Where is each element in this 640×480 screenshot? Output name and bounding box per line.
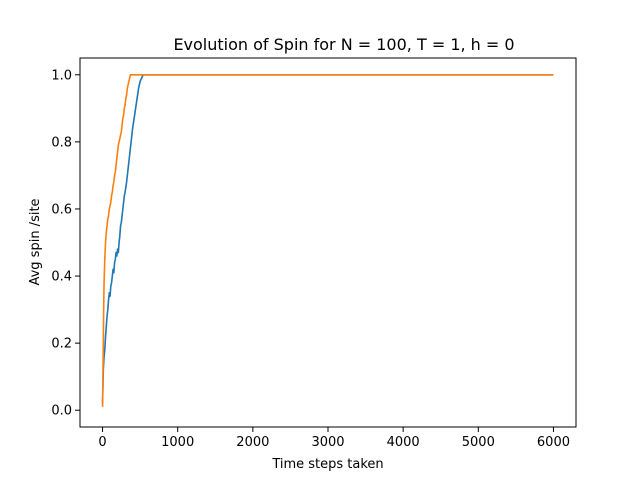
x-tick-label: 1000 <box>161 435 194 450</box>
y-tick-label: 0.8 <box>51 135 72 150</box>
x-tick-label: 2000 <box>236 435 269 450</box>
x-tick-label: 6000 <box>537 435 570 450</box>
y-tick-label: 1.0 <box>51 68 72 83</box>
y-tick-label: 0.0 <box>51 404 72 419</box>
x-tick-label: 4000 <box>387 435 420 450</box>
chart-title: Evolution of Spin for N = 100, T = 1, h … <box>173 35 514 54</box>
x-tick-label: 5000 <box>462 435 495 450</box>
x-tick-label: 0 <box>98 435 106 450</box>
y-tick-label: 0.4 <box>51 270 72 285</box>
y-axis-ticks: 0.0 0.2 0.4 0.6 0.8 1.0 <box>51 68 80 419</box>
y-tick-label: 0.2 <box>51 337 72 352</box>
series-line-1 <box>101 73 554 404</box>
y-axis-label: Avg spin /site <box>28 198 43 285</box>
y-tick-label: 0.6 <box>51 202 72 217</box>
x-axis-label: Time steps taken <box>271 457 383 472</box>
x-axis-ticks: 0 1000 2000 3000 4000 5000 6000 <box>98 427 570 450</box>
series-line-2 <box>101 73 554 407</box>
x-tick-label: 3000 <box>311 435 344 450</box>
series-group <box>101 73 554 407</box>
